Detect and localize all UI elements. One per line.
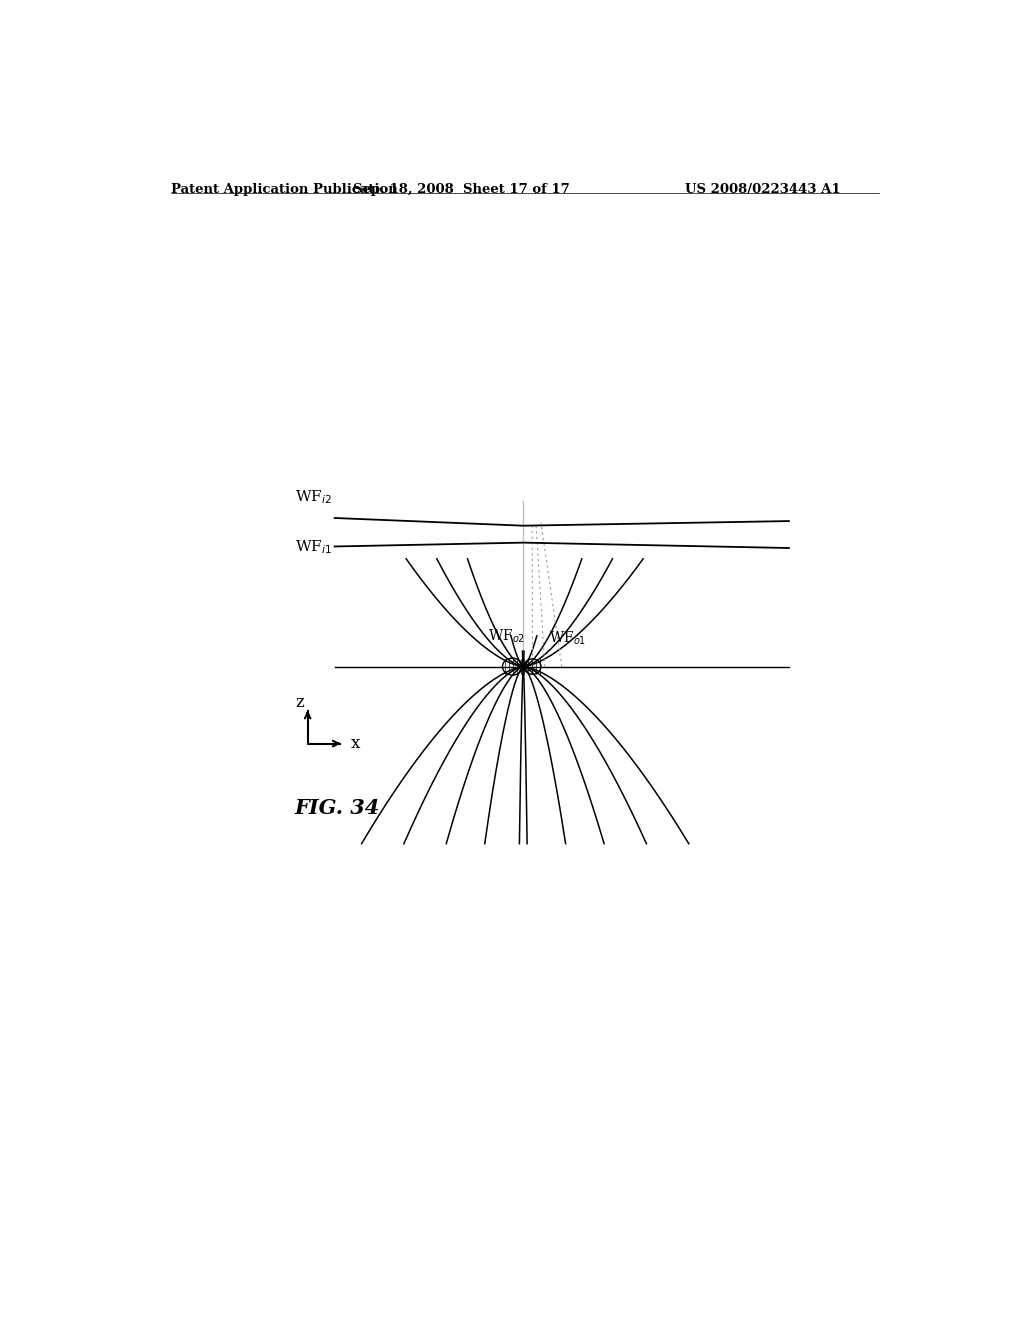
Text: WF$_{i1}$: WF$_{i1}$ xyxy=(295,539,332,556)
Text: WF$_{o1}$: WF$_{o1}$ xyxy=(550,630,587,647)
Text: FIG. 34: FIG. 34 xyxy=(295,797,380,817)
Text: WF$_{i2}$: WF$_{i2}$ xyxy=(295,488,332,506)
Text: x: x xyxy=(351,735,360,752)
Text: US 2008/0223443 A1: US 2008/0223443 A1 xyxy=(685,183,841,197)
Text: WF$_{o2}$: WF$_{o2}$ xyxy=(487,627,525,645)
Text: z: z xyxy=(296,693,304,710)
Text: Sep. 18, 2008  Sheet 17 of 17: Sep. 18, 2008 Sheet 17 of 17 xyxy=(353,183,570,197)
Text: Patent Application Publication: Patent Application Publication xyxy=(171,183,397,197)
